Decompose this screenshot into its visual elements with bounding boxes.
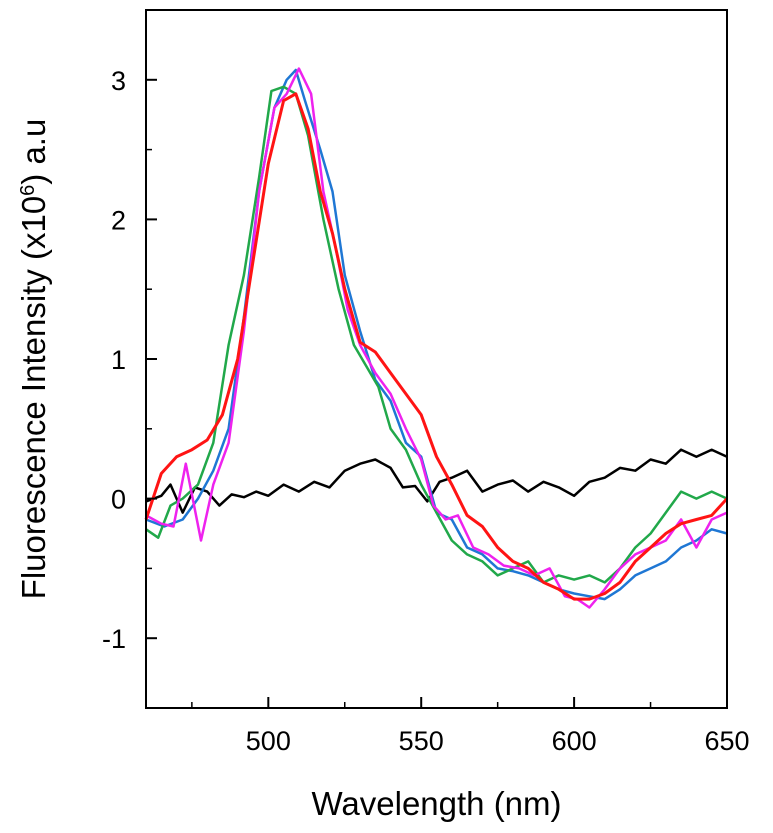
y-tick-label: -1 bbox=[102, 624, 126, 654]
y-tick-label: 0 bbox=[111, 485, 126, 515]
x-tick-label: 650 bbox=[704, 726, 749, 756]
series-line-1 bbox=[145, 448, 728, 514]
x-tick-label: 500 bbox=[246, 726, 291, 756]
y-tick-label: 3 bbox=[111, 66, 126, 96]
series-line-5 bbox=[144, 92, 729, 601]
y-tick-label: 2 bbox=[111, 205, 126, 235]
ticks-group: 500 550 600 650 -1 0 1 2 3 bbox=[102, 9, 750, 756]
series-line-4 bbox=[145, 67, 728, 609]
x-tick-label: 600 bbox=[552, 726, 597, 756]
y-axis-title-prefix: Fluorescence Intensity (x10 bbox=[15, 196, 52, 600]
y-tick-label: 1 bbox=[111, 345, 126, 375]
x-axis-title: Wavelength (nm) bbox=[311, 785, 561, 822]
series-line-3 bbox=[145, 85, 728, 584]
plot-frame bbox=[145, 9, 728, 709]
y-axis-title-suffix: ) a.u bbox=[15, 119, 52, 185]
y-axis-title: Fluorescence Intensity (x106) a.u bbox=[15, 119, 52, 600]
y-axis-title-superscript: 6 bbox=[17, 185, 39, 196]
x-tick-label: 550 bbox=[399, 726, 444, 756]
series-group bbox=[144, 67, 729, 609]
